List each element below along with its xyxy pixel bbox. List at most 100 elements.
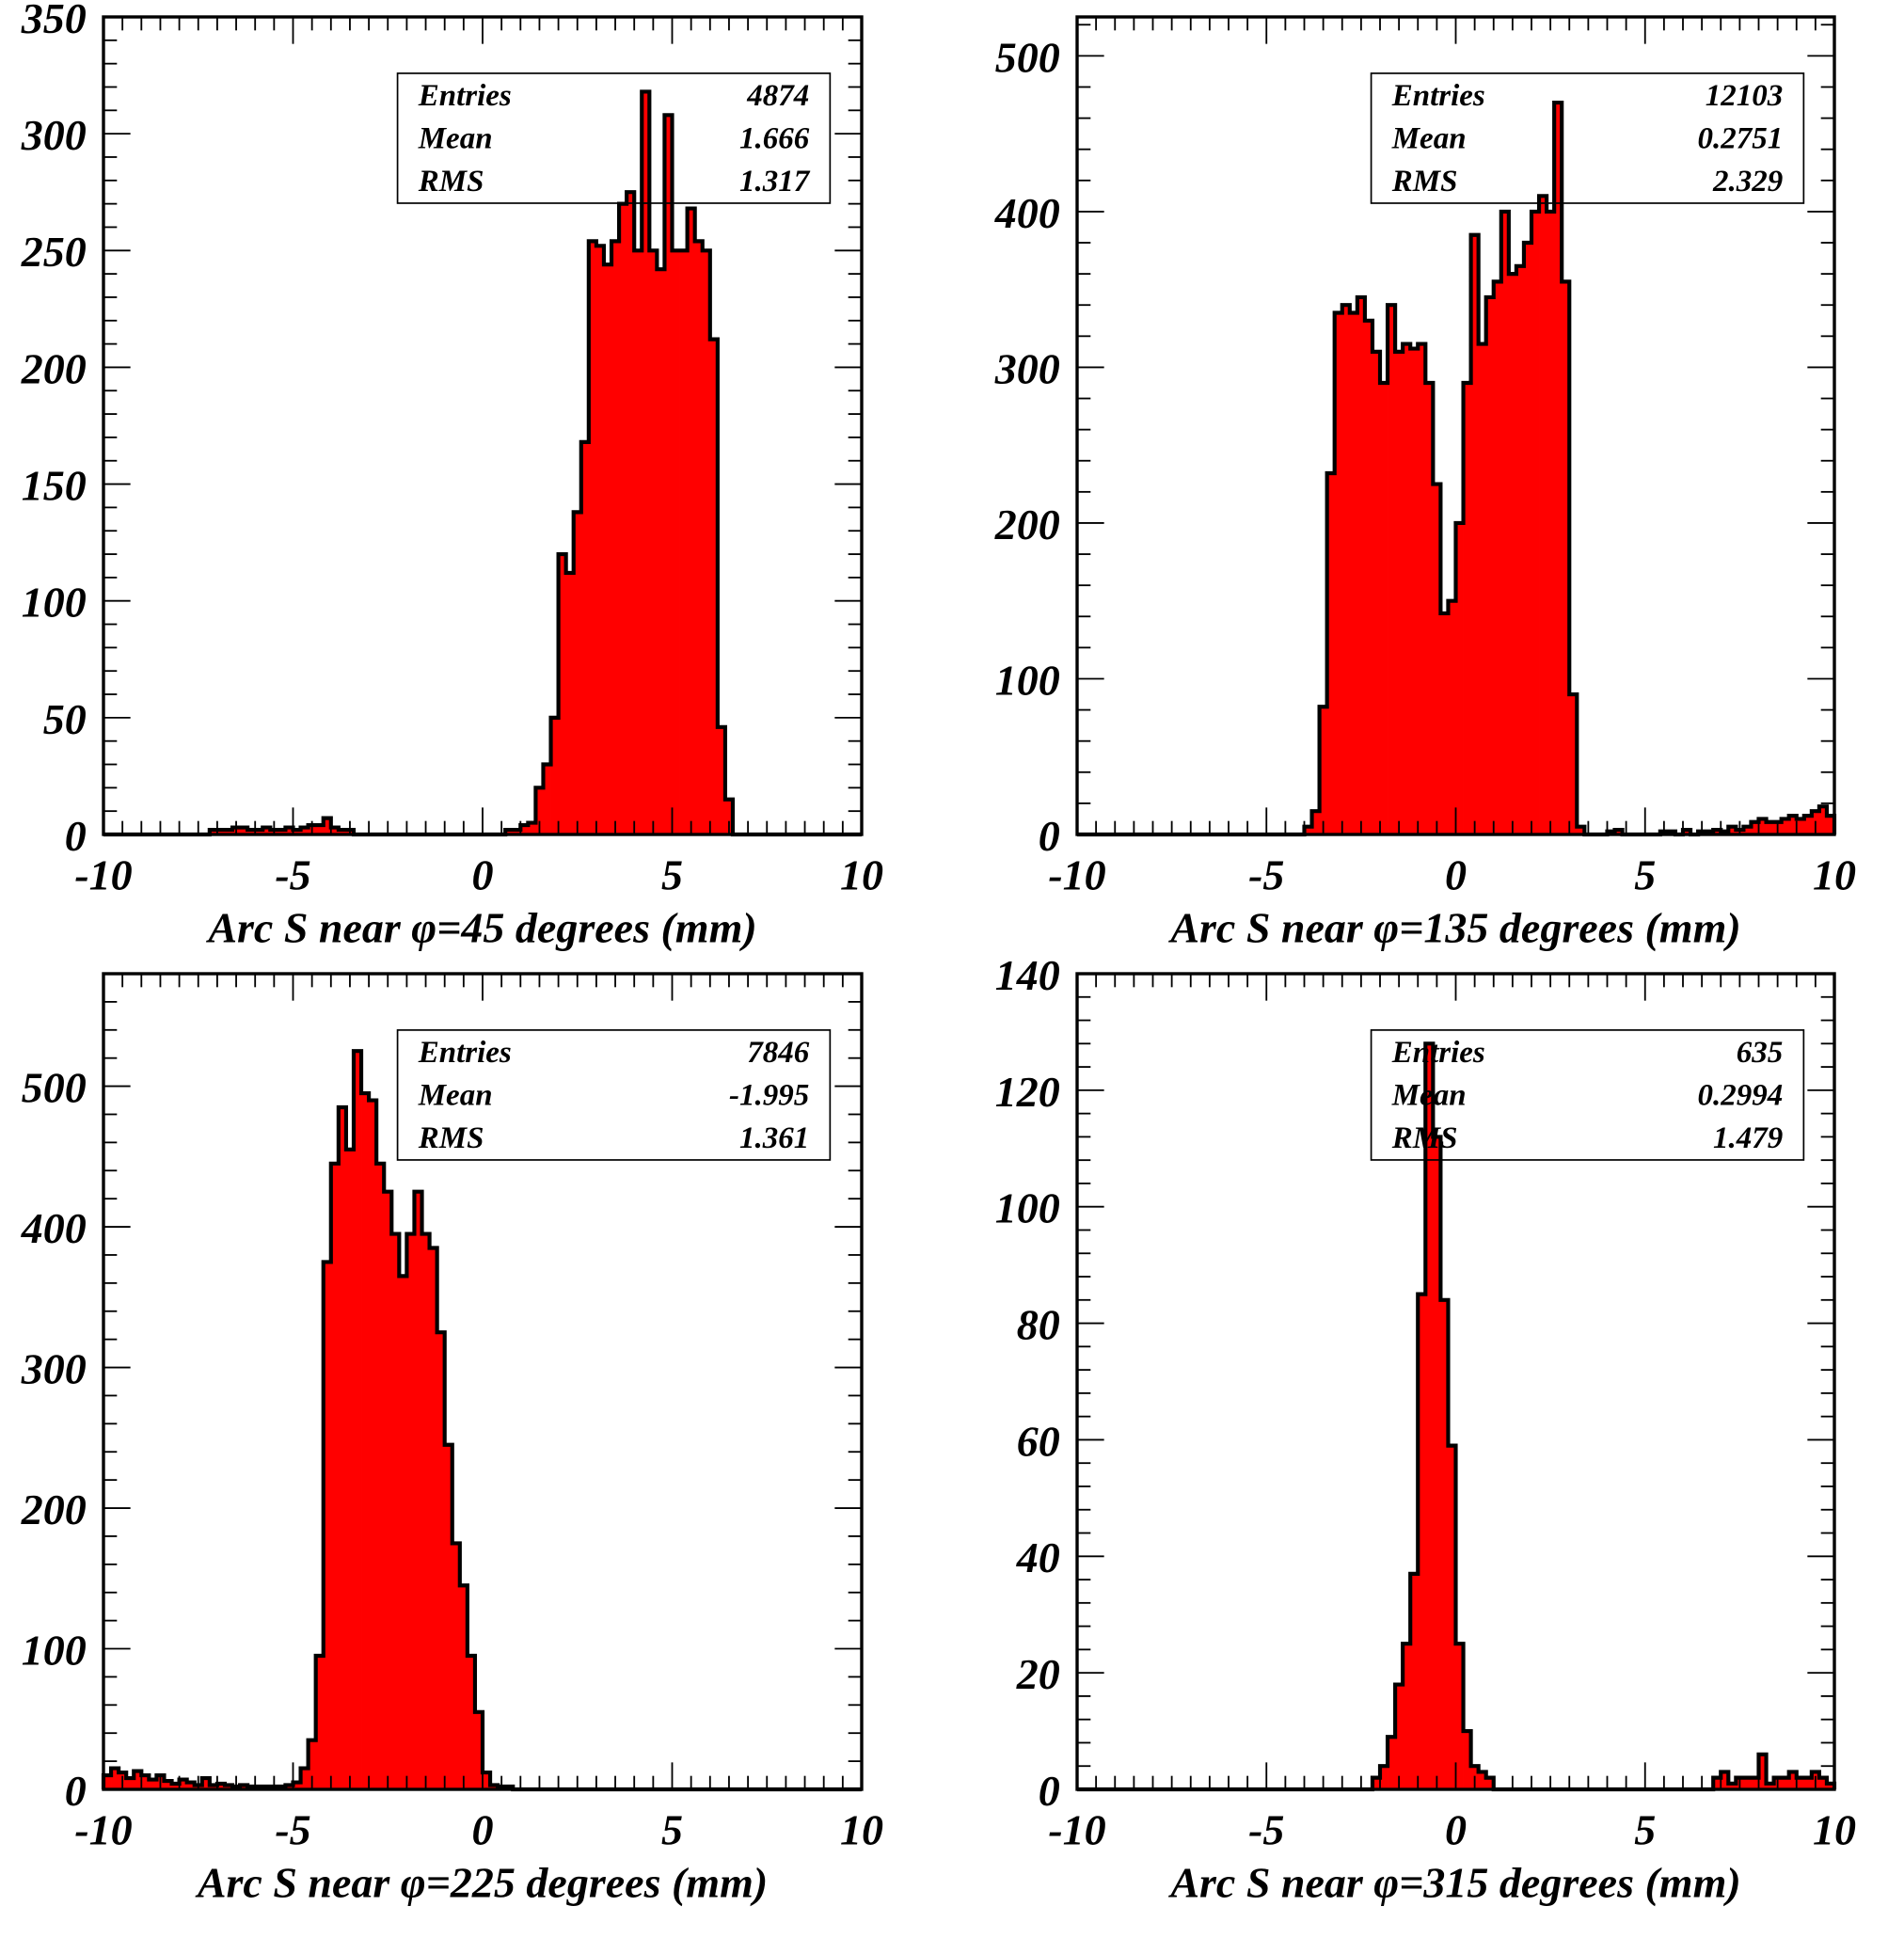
y-tick-label: 500: [995, 33, 1060, 81]
histogram-bars: [209, 91, 734, 835]
y-tick-label: 0: [1039, 1767, 1060, 1815]
x-tick-label: -10: [74, 1806, 132, 1854]
histogram-bin: [1380, 382, 1388, 834]
y-tick-label: 300: [21, 1344, 87, 1392]
histogram-bin: [588, 241, 597, 835]
x-tick-label: 10: [840, 1806, 883, 1854]
x-tick-label: -5: [275, 1806, 310, 1854]
histogram-bin: [1683, 830, 1691, 834]
y-tick-label: 300: [994, 344, 1060, 392]
histogram-bin: [1478, 343, 1487, 835]
y-tick-label: 60: [1017, 1417, 1060, 1465]
histogram-bin: [672, 250, 680, 834]
histogram-bin: [1395, 1684, 1404, 1789]
histogram-bin: [1380, 1766, 1388, 1789]
histogram-bin: [724, 799, 734, 834]
stats-value: 2.329: [1712, 165, 1783, 199]
histogram-bin: [1418, 1294, 1426, 1789]
histogram-bin: [702, 250, 711, 834]
histogram-bin: [1721, 1771, 1729, 1789]
histogram-bin: [323, 818, 332, 834]
stats-value: 0.2751: [1697, 121, 1783, 155]
x-tick-label: -10: [74, 851, 132, 899]
histogram-bin: [1463, 1731, 1471, 1789]
x-axis-title: Arc S near φ=135 degrees (mm): [1167, 904, 1740, 952]
histogram-bin: [483, 1772, 491, 1789]
histogram-bin: [664, 115, 673, 834]
x-tick-label: -10: [1048, 1806, 1105, 1854]
histogram-bin: [595, 246, 605, 834]
histogram-bin: [338, 1107, 347, 1789]
histogram-bin: [1766, 821, 1774, 834]
y-tick-label: 200: [994, 500, 1060, 548]
histogram-panel-4: 0 20 40 60 80 100 120 140 -10 -5 0 5 10 Arc S near φ=…: [995, 951, 1856, 1907]
stats-value: 7846: [747, 1036, 810, 1070]
histogram-bin: [1614, 830, 1623, 834]
histogram-bin: [330, 1163, 340, 1789]
histogram-bin: [285, 827, 294, 834]
histogram-bin: [134, 1771, 142, 1789]
histogram-bin: [619, 203, 627, 835]
histogram-bin: [285, 1785, 294, 1789]
histogram-bin: [474, 1711, 484, 1789]
histogram-bin: [1788, 1771, 1798, 1789]
histogram-bin: [1372, 351, 1381, 834]
histogram-bin: [369, 1100, 377, 1789]
histogram-bin: [1448, 1445, 1456, 1789]
histogram-bin: [558, 554, 567, 834]
histogram-bin: [216, 1784, 226, 1789]
histogram-bin: [1433, 484, 1441, 834]
histogram-bin: [709, 339, 719, 834]
stats-label: Entries: [418, 79, 512, 113]
histogram-bin: [1539, 196, 1547, 834]
y-tick-label: 200: [21, 1485, 87, 1533]
y-tick-label: 350: [21, 0, 87, 42]
y-tick-label: 0: [65, 812, 87, 860]
stats-value: 12103: [1706, 79, 1784, 113]
histogram-bin: [1781, 1777, 1790, 1789]
x-tick-label: 5: [661, 1806, 683, 1854]
y-tick-label: 150: [22, 462, 87, 510]
histogram-bin: [1388, 1737, 1396, 1789]
histogram-bin: [603, 264, 612, 834]
histogram-bars: [1304, 103, 1835, 835]
histogram-bin: [300, 827, 309, 834]
x-axis-title: Arc S near φ=315 degrees (mm): [1167, 1859, 1740, 1907]
x-tick-label: 0: [472, 851, 494, 899]
histogram-bin: [308, 1739, 317, 1789]
histogram-bin: [1440, 1299, 1449, 1789]
y-tick-label: 40: [1016, 1533, 1060, 1581]
histogram-bin: [1470, 234, 1480, 834]
histogram-bin: [550, 717, 559, 834]
histogram-bin: [1523, 243, 1532, 834]
y-tick-label: 100: [22, 579, 87, 627]
histogram-bin: [1826, 816, 1835, 834]
x-tick-label: 0: [1445, 1806, 1467, 1854]
y-tick-label: 500: [22, 1064, 87, 1112]
histogram-bin: [1319, 707, 1328, 834]
histogram-bin: [1788, 816, 1798, 834]
histogram-bin: [528, 822, 536, 834]
histogram-bin: [1433, 1136, 1441, 1789]
histogram-bin: [687, 208, 696, 834]
y-tick-label: 0: [65, 1767, 87, 1815]
histogram-bin: [1508, 274, 1517, 835]
histogram-bin: [315, 825, 325, 834]
histogram-bin: [634, 250, 643, 834]
histogram-bin: [1455, 522, 1464, 834]
histogram-bin: [300, 1768, 309, 1789]
axis-ticks: [1076, 17, 1835, 835]
histogram-bin: [1713, 1777, 1722, 1789]
histogram-bin: [1311, 811, 1320, 834]
histogram-bin: [216, 830, 226, 834]
histogram-panel-3: 0 100 200 300 400 500 -10 -5 0 5 10 Arc S near φ=22…: [21, 972, 883, 1907]
stats-label: Mean: [418, 121, 493, 155]
histogram-bin: [1341, 305, 1351, 834]
stats-value: 1.479: [1713, 1121, 1783, 1155]
stats-label: Entries: [418, 1036, 512, 1070]
histogram-bin: [1440, 612, 1449, 834]
x-tick-label: -5: [1248, 851, 1284, 899]
histogram-bin: [1569, 694, 1578, 834]
histogram-bin: [1478, 1771, 1487, 1789]
histogram-bin: [278, 830, 286, 834]
